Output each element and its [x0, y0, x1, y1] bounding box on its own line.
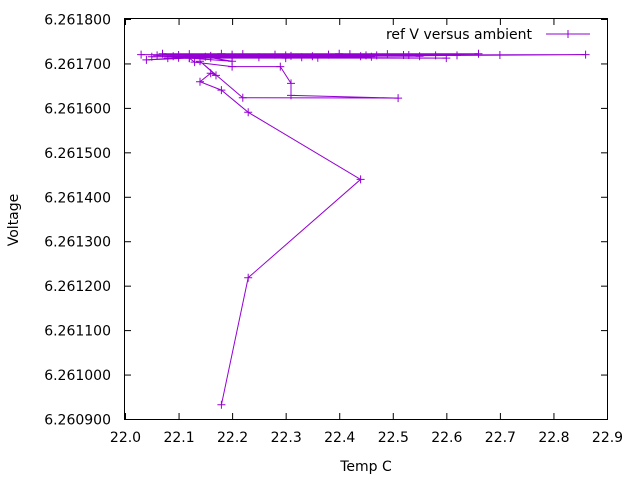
- tick-labels: 22.0 22.1 22.2 22.3 22.4 22.5 22.6 22.7 22.8 22.9…: [44, 13, 623, 447]
- plot-frame: [124, 18, 608, 420]
- data-point-marker: [271, 50, 279, 59]
- data-point-marker: [163, 54, 172, 63]
- data-point-marker: [581, 50, 590, 59]
- data-point-marker: [287, 91, 295, 100]
- y-tick-label: 6.261000: [44, 368, 111, 384]
- x-tick-label: 22.6: [431, 430, 462, 446]
- data-point-marker: [142, 55, 151, 64]
- data-point-marker: [174, 51, 183, 59]
- x-axis-title: Temp C: [339, 459, 392, 475]
- legend-label: ref V versus ambient: [386, 27, 533, 43]
- data-point-marker: [153, 51, 162, 60]
- data-point-marker: [345, 50, 354, 59]
- data-point-marker: [244, 108, 253, 117]
- data-point-marker: [308, 52, 317, 61]
- y-tick-label: 6.261600: [44, 101, 111, 117]
- legend-swatch-marker: [564, 30, 572, 38]
- data-point-marker: [217, 49, 226, 58]
- data-point-marker: [453, 51, 461, 60]
- x-tick-label: 22.1: [163, 430, 194, 446]
- y-tick-label: 6.261800: [44, 13, 111, 29]
- data-point-marker: [228, 50, 237, 59]
- data-point-marker: [287, 79, 295, 88]
- data-point-marker: [206, 69, 215, 78]
- data-point-marker: [244, 273, 253, 282]
- data-point-marker: [217, 400, 226, 409]
- data-point-marker: [212, 71, 220, 80]
- axis-ticks: [125, 19, 608, 420]
- y-tick-label: 6.260900: [44, 413, 111, 429]
- data-point-marker: [474, 49, 483, 58]
- data-point-marker: [196, 77, 204, 86]
- y-axis-title: Voltage: [6, 194, 22, 247]
- data-point-marker: [206, 53, 215, 62]
- data-point-marker: [335, 49, 344, 58]
- data-point-marker: [313, 53, 322, 62]
- x-tick-label: 22.3: [271, 430, 302, 446]
- data-point-marker: [137, 50, 146, 59]
- data-point-marker: [238, 50, 247, 59]
- data-point-marker: [238, 93, 247, 102]
- legend: ref V versus ambient: [386, 27, 590, 43]
- x-tick-label: 22.0: [110, 430, 141, 446]
- y-tick-label: 6.261300: [44, 235, 111, 251]
- y-tick-label: 6.261500: [44, 146, 111, 162]
- data-point-marker: [394, 94, 403, 103]
- x-tick-label: 22.5: [378, 430, 409, 446]
- y-tick-label: 6.261200: [44, 279, 111, 295]
- x-tick-label: 22.2: [217, 430, 248, 446]
- y-tick-label: 6.261400: [44, 190, 111, 206]
- data-point-marker: [415, 52, 424, 61]
- data-point-marker: [196, 57, 204, 66]
- data-point-marker: [201, 52, 210, 61]
- x-tick-label: 22.7: [485, 430, 516, 446]
- y-tick-label: 6.261100: [44, 324, 111, 340]
- data-point-marker: [324, 50, 333, 59]
- data-point-marker: [147, 52, 156, 61]
- x-tick-label: 22.4: [324, 430, 355, 446]
- data-point-marker: [367, 52, 376, 61]
- x-tick-label: 22.9: [592, 430, 623, 446]
- data-point-marker: [404, 51, 413, 59]
- x-tick-label: 22.8: [538, 430, 569, 446]
- data-point-marker: [185, 50, 194, 59]
- data-point-marker: [190, 58, 199, 67]
- data-point-marker: [169, 52, 178, 61]
- data-point-marker: [254, 53, 263, 62]
- data-point-marker: [356, 52, 365, 61]
- data-point-marker: [442, 54, 451, 63]
- data-point-marker: [495, 51, 504, 59]
- data-point-marker: [297, 53, 306, 62]
- data-point-marker: [276, 62, 285, 71]
- data-point-marker: [217, 86, 226, 95]
- y-tick-label: 6.261700: [44, 57, 111, 73]
- data-point-marker: [383, 50, 392, 59]
- data-point-marker: [372, 51, 381, 60]
- data-point-marker: [431, 51, 440, 60]
- data-point-marker: [356, 175, 365, 184]
- series-line: [141, 53, 586, 405]
- series-layer: [137, 49, 590, 409]
- data-point-marker: [362, 51, 370, 60]
- data-point-marker: [158, 49, 167, 58]
- data-point-marker: [287, 51, 295, 60]
